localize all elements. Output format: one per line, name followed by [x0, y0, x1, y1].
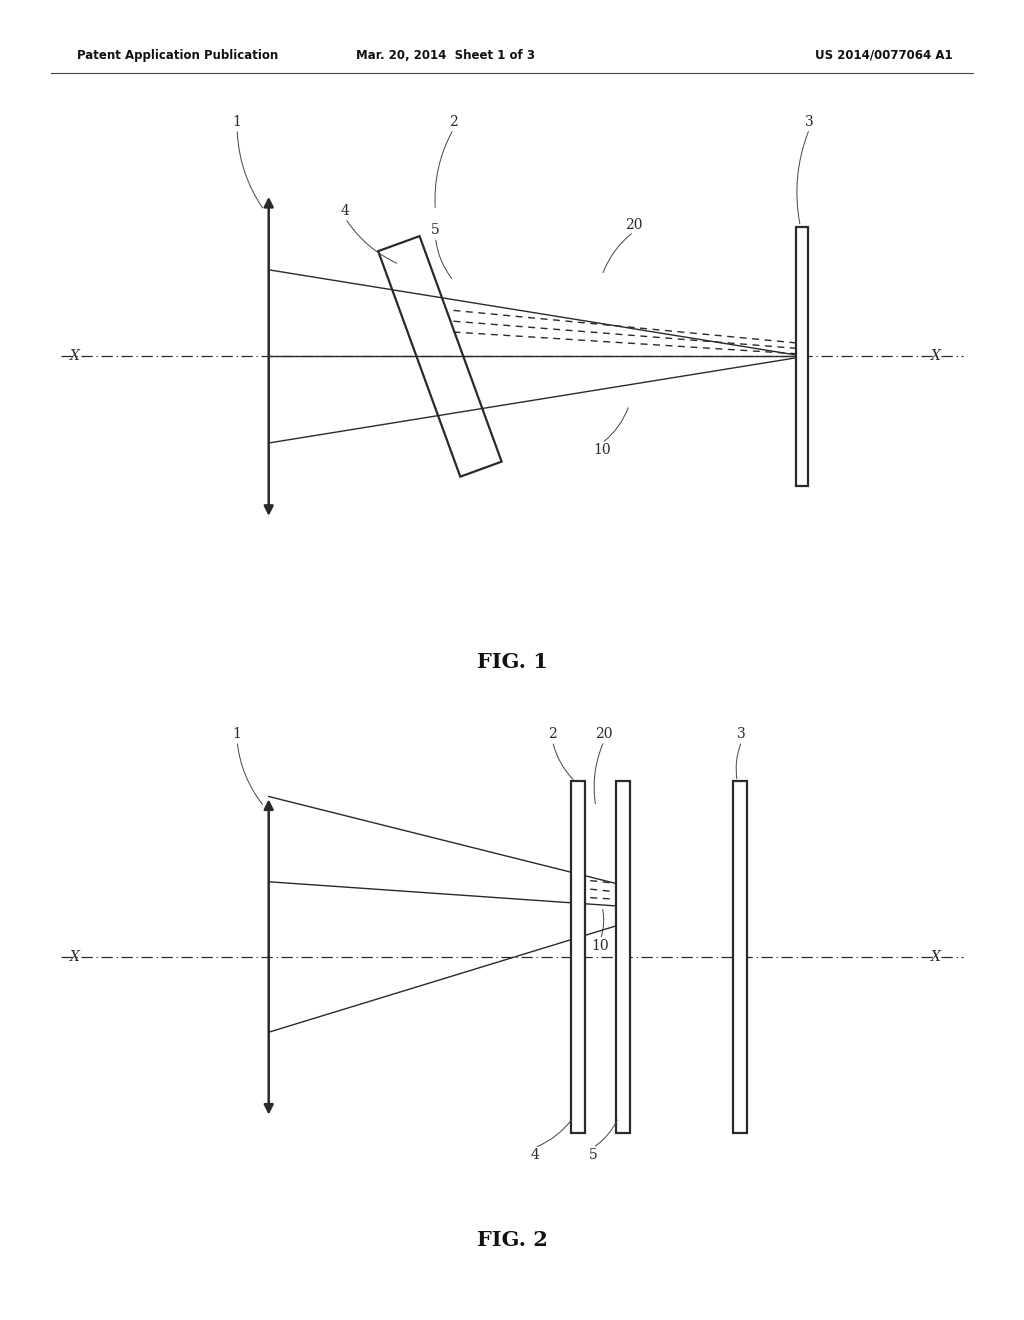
Text: Mar. 20, 2014  Sheet 1 of 3: Mar. 20, 2014 Sheet 1 of 3: [356, 49, 535, 62]
Text: X: X: [70, 950, 80, 964]
Bar: [796, 227, 808, 486]
Text: Patent Application Publication: Patent Application Publication: [77, 49, 279, 62]
Text: X: X: [931, 950, 941, 964]
Bar: [733, 781, 748, 1133]
Text: 5: 5: [589, 1147, 597, 1162]
Text: 3: 3: [737, 727, 746, 742]
Text: 20: 20: [595, 727, 612, 742]
Text: 3: 3: [805, 115, 814, 129]
Text: 10: 10: [593, 444, 611, 457]
Text: 20: 20: [625, 218, 642, 232]
Text: X: X: [931, 350, 941, 363]
Text: FIG. 1: FIG. 1: [476, 652, 548, 672]
Text: FIG. 2: FIG. 2: [476, 1230, 548, 1250]
Text: X: X: [70, 350, 80, 363]
Text: 5: 5: [431, 223, 439, 238]
Text: 4: 4: [341, 205, 350, 218]
Bar: [570, 781, 585, 1133]
Text: 2: 2: [450, 115, 458, 129]
Bar: [615, 781, 630, 1133]
Text: 4: 4: [530, 1147, 539, 1162]
Text: 10: 10: [592, 940, 609, 953]
Text: 2: 2: [548, 727, 557, 742]
Text: 1: 1: [232, 115, 242, 129]
Text: US 2014/0077064 A1: US 2014/0077064 A1: [815, 49, 952, 62]
Text: 1: 1: [232, 727, 242, 742]
